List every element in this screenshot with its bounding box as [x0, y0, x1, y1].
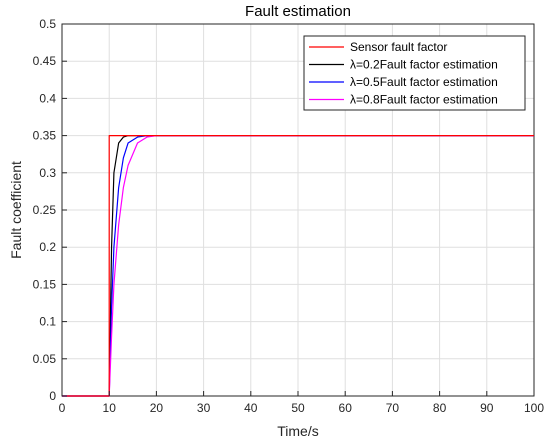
y-tick-label: 0.25	[33, 203, 57, 217]
series-line-0	[62, 135, 534, 397]
legend: Sensor fault factor λ=0.2Fault factor est…	[303, 35, 526, 111]
y-tick-label: 0.45	[33, 54, 57, 68]
legend-label-3: λ=0.8Fault factor estimation	[350, 93, 498, 107]
y-tick-label: 0.1	[39, 315, 56, 329]
y-axis-label: Fault coefficient	[8, 161, 24, 259]
x-tick-label: 30	[197, 401, 211, 415]
legend-label-0: Sensor fault factor	[350, 40, 447, 54]
x-tick-label: 70	[386, 401, 400, 415]
x-tick-label: 20	[150, 401, 164, 415]
legend-label-2: λ=0.5Fault factor estimation	[350, 75, 498, 89]
x-tick-label: 100	[524, 401, 544, 415]
x-tick-label: 90	[480, 401, 494, 415]
y-tick-label: 0.5	[39, 17, 56, 31]
y-tick-label: 0.05	[33, 352, 57, 366]
x-tick-label: 80	[433, 401, 447, 415]
legend-box	[303, 35, 526, 111]
chart-title: Fault estimation	[245, 3, 351, 20]
x-axis-label: Time/s	[277, 423, 318, 439]
x-tick-label: 50	[291, 401, 305, 415]
y-tick-label: 0.15	[33, 277, 57, 291]
x-tick-label: 60	[339, 401, 353, 415]
y-tick-label: 0.35	[33, 129, 57, 143]
y-tick-label: 0.2	[39, 240, 56, 254]
x-tick-label: 0	[59, 401, 66, 415]
y-tick-label: 0	[49, 389, 56, 403]
x-tick-label: 10	[103, 401, 117, 415]
x-tick-label: 40	[244, 401, 258, 415]
legend-label-1: λ=0.2Fault factor estimation	[350, 58, 498, 72]
series-line-3	[62, 135, 534, 397]
y-tick-label: 0.4	[39, 91, 56, 105]
y-tick-label: 0.3	[39, 166, 56, 180]
